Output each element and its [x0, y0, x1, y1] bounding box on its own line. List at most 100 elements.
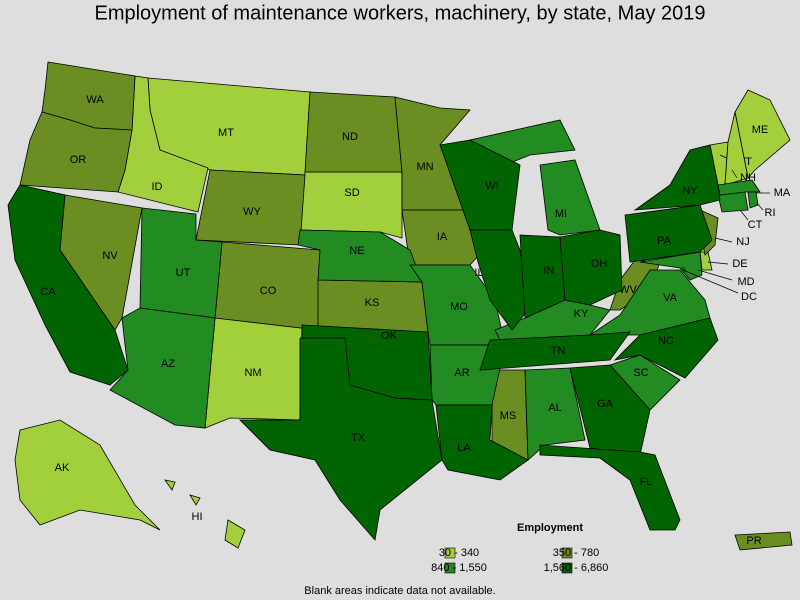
state-shape — [224, 519, 246, 549]
state-shape — [559, 229, 623, 306]
state-shape — [189, 494, 201, 506]
state-label: DE — [732, 258, 747, 270]
state: NC — [613, 317, 719, 379]
state-label: MO — [450, 301, 468, 313]
state: OR — [19, 111, 133, 193]
state-label: VA — [663, 292, 678, 304]
state-label: MT — [218, 127, 234, 139]
leader-line — [756, 202, 764, 211]
state-shape — [724, 111, 749, 186]
leader-line — [682, 269, 739, 294]
state: HI — [164, 479, 246, 549]
state-label: ME — [752, 124, 769, 136]
state-shape — [19, 111, 133, 193]
state-label: AZ — [161, 358, 175, 370]
state-label: IA — [437, 231, 448, 243]
state-label: CA — [40, 286, 56, 298]
state: SC — [609, 354, 681, 411]
state-shape — [613, 317, 719, 379]
leader-line — [697, 269, 733, 281]
state-shape — [747, 191, 759, 209]
legend-title: Employment — [517, 522, 583, 534]
legend-swatch — [561, 547, 573, 559]
state-label: AR — [454, 367, 469, 379]
state-shape — [164, 479, 176, 491]
state: RI — [747, 191, 776, 219]
state: FL — [539, 444, 681, 531]
state: CA — [7, 184, 129, 386]
state-label: ID — [152, 181, 163, 193]
state-shape — [109, 307, 216, 429]
state: TN — [479, 331, 631, 371]
state: PR — [734, 531, 793, 551]
state: MA — [717, 179, 791, 199]
state: MO — [409, 264, 506, 346]
state: SD — [299, 171, 403, 239]
state-shape — [435, 404, 529, 481]
state-label: WI — [485, 180, 498, 192]
state: PA — [624, 204, 713, 263]
state-label: NV — [102, 250, 118, 262]
state: NM — [204, 317, 303, 429]
state: CO — [214, 241, 321, 331]
state-shape — [299, 171, 403, 239]
legend-label: 350 - 780 — [553, 547, 599, 559]
state-shape — [624, 204, 713, 263]
state-label: PR — [746, 535, 761, 547]
state-label: KS — [365, 297, 380, 309]
state-shape — [524, 367, 586, 461]
state-label: NE — [349, 245, 364, 257]
state-label: MS — [500, 410, 517, 422]
state-label: FL — [640, 476, 653, 488]
state-label: CT — [748, 219, 763, 231]
state: ND — [304, 91, 403, 173]
state-label: WY — [243, 206, 261, 218]
state-shape — [479, 331, 631, 371]
legend: 30 - 340 350 - 780 840 - 1,550 1,560 - 6,86… — [431, 547, 608, 574]
leader-line — [714, 237, 733, 243]
state-label: LA — [457, 442, 471, 454]
state-label: RI — [765, 207, 776, 219]
state: AK — [14, 419, 161, 531]
state-label: MI — [555, 208, 567, 220]
state-shape — [7, 184, 129, 386]
state-shape — [439, 139, 521, 231]
state-shape — [699, 251, 713, 271]
legend-label: 840 - 1,550 — [431, 562, 487, 574]
leader-line — [731, 169, 738, 179]
state-label: OK — [381, 330, 398, 342]
state-shape — [539, 159, 601, 236]
state: WY — [195, 169, 306, 246]
state-shape — [469, 229, 529, 331]
state-label: IN — [544, 265, 555, 277]
state: CT — [717, 191, 763, 231]
state: DE — [699, 251, 748, 271]
leader-line — [707, 261, 729, 265]
state: OH — [559, 229, 623, 306]
state: LA — [435, 404, 529, 481]
state-label: MA — [774, 187, 791, 199]
state-shape — [569, 364, 651, 456]
state-label: TX — [351, 432, 366, 444]
state-label: OH — [591, 258, 608, 270]
state-shape — [14, 419, 161, 531]
legend-label: 30 - 340 — [439, 547, 479, 559]
state: WI — [439, 139, 521, 231]
footnote: Blank areas indicate data not available. — [304, 585, 495, 597]
state: NY — [633, 144, 721, 211]
state-shape — [297, 229, 423, 283]
state-label: HI — [192, 511, 203, 523]
state-label: IL — [474, 267, 483, 279]
state-label: TN — [551, 345, 566, 357]
state: DC — [680, 267, 757, 303]
state: OK — [301, 324, 433, 401]
state-label: AK — [55, 462, 70, 474]
state-label: PA — [657, 235, 672, 247]
state-label: KY — [574, 308, 589, 320]
state-label: NM — [244, 367, 261, 379]
state-label: AL — [548, 402, 561, 414]
state: NE — [297, 229, 423, 283]
state: AZ — [109, 307, 216, 429]
legend-label: 1,560 - 6,860 — [544, 562, 609, 574]
